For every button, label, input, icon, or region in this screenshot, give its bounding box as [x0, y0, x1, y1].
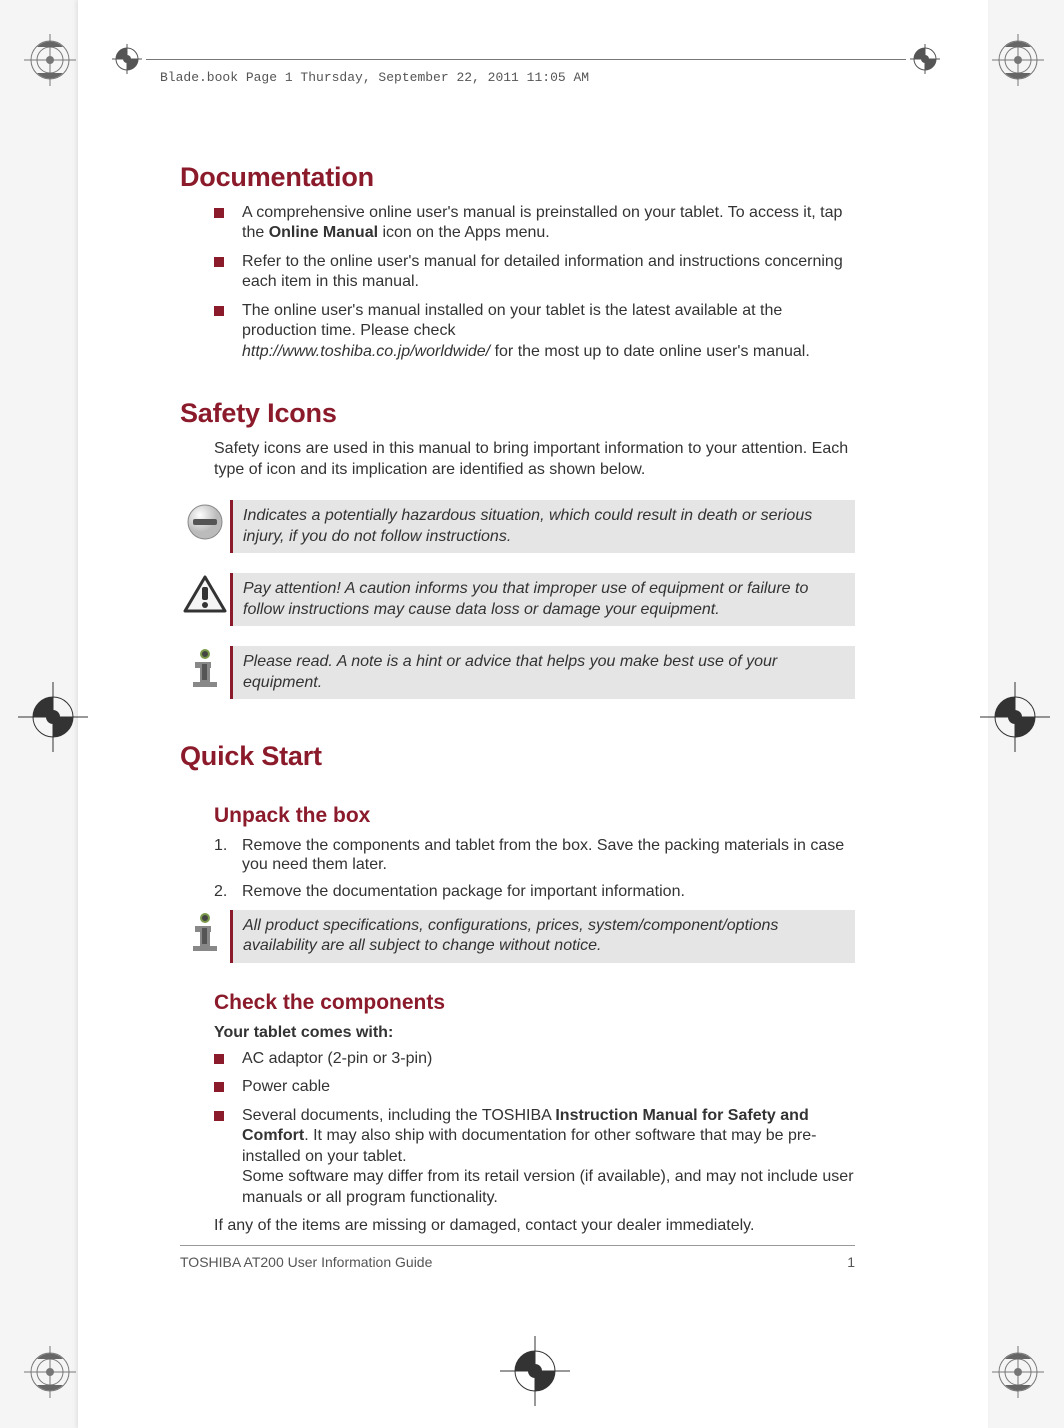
callout-text: Pay attention! A caution informs you tha…: [230, 573, 855, 626]
heading-unpack: Unpack the box: [214, 804, 855, 828]
check-lead: Your tablet comes with:: [214, 1023, 855, 1043]
list-item: The online user's manual installed on yo…: [214, 301, 855, 362]
list-item: Power cable: [214, 1077, 855, 1097]
note-icon: [180, 646, 230, 688]
registration-mark-icon: [24, 1346, 76, 1398]
list-item: AC adaptor (2-pin or 3-pin): [214, 1049, 855, 1069]
list-item: Refer to the online user's manual for de…: [214, 252, 855, 293]
list-item: Remove the components and tablet from th…: [214, 836, 855, 874]
header-filename: Blade.book Page 1 Thursday, September 22…: [160, 70, 589, 85]
callout-warning: Indicates a potentially hazardous situat…: [180, 500, 855, 553]
heading-quick-start: Quick Start: [180, 741, 855, 772]
unpack-steps: Remove the components and tablet from th…: [214, 836, 855, 902]
check-tail: If any of the items are missing or damag…: [214, 1216, 855, 1236]
crop-target-icon: [980, 682, 1050, 752]
callout-text: Please read. A note is a hint or advice …: [230, 646, 855, 699]
content-area: Documentation A comprehensive online use…: [180, 162, 855, 1237]
crop-circle-icon: [112, 44, 142, 74]
crop-target-icon: [500, 1336, 570, 1406]
heading-safety-icons: Safety Icons: [180, 398, 855, 429]
list-item: Remove the documentation package for imp…: [214, 882, 855, 901]
crop-target-icon: [18, 682, 88, 752]
documentation-list: A comprehensive online user's manual is …: [214, 203, 855, 362]
note-icon: [180, 910, 230, 952]
callout-note: Please read. A note is a hint or advice …: [180, 646, 855, 699]
registration-mark-icon: [992, 1346, 1044, 1398]
registration-mark-icon: [992, 34, 1044, 86]
warning-icon: [180, 500, 230, 542]
page-footer: TOSHIBA AT200 User Information Guide 1: [180, 1245, 855, 1270]
callout-text: All product specifications, configuratio…: [230, 910, 855, 963]
list-item: Several documents, including the TOSHIBA…: [214, 1106, 855, 1208]
safety-intro: Safety icons are used in this manual to …: [214, 439, 855, 480]
heading-documentation: Documentation: [180, 162, 855, 193]
registration-mark-icon: [24, 34, 76, 86]
list-item: A comprehensive online user's manual is …: [214, 203, 855, 244]
heading-check-components: Check the components: [214, 991, 855, 1015]
callout-caution: Pay attention! A caution informs you tha…: [180, 573, 855, 626]
footer-page-number: 1: [847, 1254, 855, 1270]
callout-text: Indicates a potentially hazardous situat…: [230, 500, 855, 553]
crop-circle-icon: [910, 44, 940, 74]
footer-title: TOSHIBA AT200 User Information Guide: [180, 1254, 432, 1270]
callout-note: All product specifications, configuratio…: [180, 910, 855, 963]
check-components-list: AC adaptor (2-pin or 3-pin) Power cable …: [214, 1049, 855, 1208]
caution-icon: [180, 573, 230, 615]
